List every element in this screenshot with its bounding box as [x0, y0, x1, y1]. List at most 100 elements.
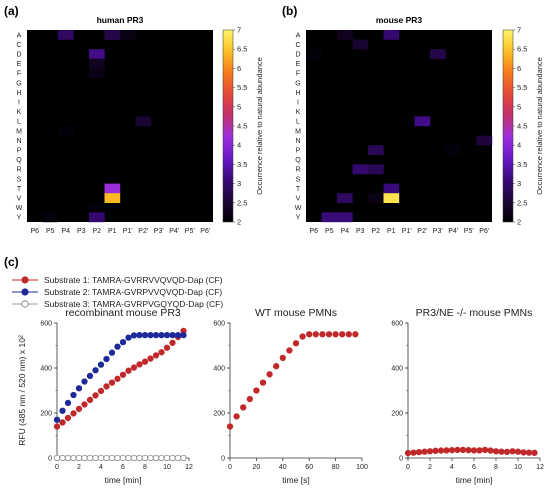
heatmap-cell	[104, 183, 121, 194]
data-point	[64, 414, 72, 422]
data-point	[470, 447, 478, 454]
x-axis-label: time [min]	[456, 475, 493, 485]
col-tick-label: P5'	[464, 228, 474, 235]
colorbar-tick-label: 3.5	[237, 160, 247, 169]
x-tick-label: 40	[279, 464, 287, 471]
data-point	[114, 454, 121, 462]
data-point	[152, 332, 160, 339]
data-point	[152, 454, 160, 462]
colorbar-tick-label: 7	[237, 26, 241, 35]
data-point	[141, 332, 149, 339]
row-tick-label: F	[296, 71, 300, 78]
data-point	[108, 349, 116, 356]
data-point	[114, 375, 121, 382]
data-point	[70, 391, 77, 399]
data-point	[253, 387, 260, 394]
data-point	[158, 332, 165, 339]
data-point	[141, 358, 149, 365]
y-tick-label: 200	[40, 411, 52, 418]
row-tick-label: E	[296, 61, 301, 68]
data-point	[75, 405, 83, 413]
data-point	[92, 367, 99, 374]
data-point	[97, 387, 105, 395]
col-tick-label: P6'	[479, 228, 489, 235]
chart-pr3-ne-knockout-pmns: PR3/NE -/- mouse PMNs 0 200 400 600 0 2 4 6 8 10 12…	[391, 307, 544, 485]
data-point	[125, 454, 132, 462]
data-point	[476, 447, 483, 454]
row-tick-label: W	[295, 205, 302, 212]
data-point	[136, 332, 143, 339]
data-point	[103, 454, 110, 462]
colorbar-tick-label: 7	[517, 26, 521, 35]
row-tick-label: L	[17, 119, 21, 126]
colorbar-tick-label: 2.5	[237, 198, 247, 207]
row-tick-label: Q	[16, 157, 22, 164]
data-point	[299, 333, 306, 340]
row-tick-label: D	[295, 52, 300, 59]
x-axis-label: time [s]	[282, 475, 309, 485]
data-point	[141, 454, 149, 462]
y-tick-label: 0	[48, 456, 52, 463]
data-point	[130, 364, 138, 371]
data-point	[498, 448, 505, 455]
data-point	[426, 448, 434, 455]
heatmap-cell	[89, 58, 105, 69]
data-point	[481, 446, 489, 454]
data-point	[487, 447, 494, 454]
data-point	[286, 347, 293, 354]
row-tick-label: P	[296, 148, 301, 155]
data-point	[125, 334, 132, 341]
x-tick-label: 20	[253, 464, 261, 471]
colorbar	[222, 29, 234, 223]
data-point	[174, 454, 182, 462]
chart-wt-mouse-pmns: WT mouse PMNs 0 200 400 600 0 20 40 60 80 100 time …	[213, 307, 368, 485]
col-tick-label: P2'	[138, 228, 148, 235]
data-point	[233, 413, 240, 420]
heatmap-cell	[321, 212, 338, 223]
data-point	[103, 383, 110, 390]
colorbar-tick-label: 3	[237, 179, 241, 188]
data-point	[108, 454, 116, 462]
col-tick-label: P1	[387, 228, 396, 235]
colorbar-label: Occurrence relative to natural abundance	[255, 57, 264, 195]
heatmap-cell	[135, 116, 152, 127]
col-tick-label: P4	[340, 228, 349, 235]
data-point	[306, 331, 313, 338]
data-point	[70, 410, 77, 417]
heatmap-cell	[368, 164, 384, 175]
col-tick-label: P1	[108, 228, 117, 235]
data-point	[53, 423, 61, 430]
row-tick-label: K	[296, 109, 301, 116]
y-tick-label: 0	[221, 456, 225, 463]
heatmap-cell	[414, 116, 431, 127]
row-tick-label: A	[17, 32, 22, 39]
colorbar-tick-label: 4.5	[517, 122, 527, 131]
data-point	[509, 448, 516, 455]
heatmap-cell	[383, 183, 400, 194]
data-series	[226, 331, 359, 430]
col-tick-label: P6'	[200, 228, 210, 235]
heatmap-cell	[337, 212, 353, 223]
col-tick-label: P6	[30, 228, 39, 235]
row-tick-label: V	[296, 196, 301, 203]
y-tick-label: 400	[213, 366, 225, 373]
data-point	[180, 332, 187, 339]
heatmap-cell	[42, 212, 59, 223]
row-tick-label: R	[16, 167, 21, 174]
data-series	[53, 454, 187, 462]
data-point	[163, 454, 171, 462]
chart-title: WT mouse PMNs	[255, 307, 337, 319]
heatmap-cell	[337, 30, 353, 40]
x-tick-label: 0	[228, 464, 232, 471]
data-point	[75, 385, 83, 392]
col-tick-label: P4	[61, 228, 70, 235]
col-tick-label: P5'	[185, 228, 195, 235]
col-tick-label: P1'	[402, 228, 412, 235]
col-tick-label: P4'	[169, 228, 179, 235]
col-tick-label: P3	[356, 228, 365, 235]
colorbar-tick-label: 2.5	[517, 198, 527, 207]
legend-label: Substrate 2: TAMRA-GVRPVVQVQD-Dap (CF)	[44, 287, 222, 297]
row-tick-label: S	[296, 176, 301, 183]
colorbar-tick-label: 6.5	[237, 45, 247, 54]
